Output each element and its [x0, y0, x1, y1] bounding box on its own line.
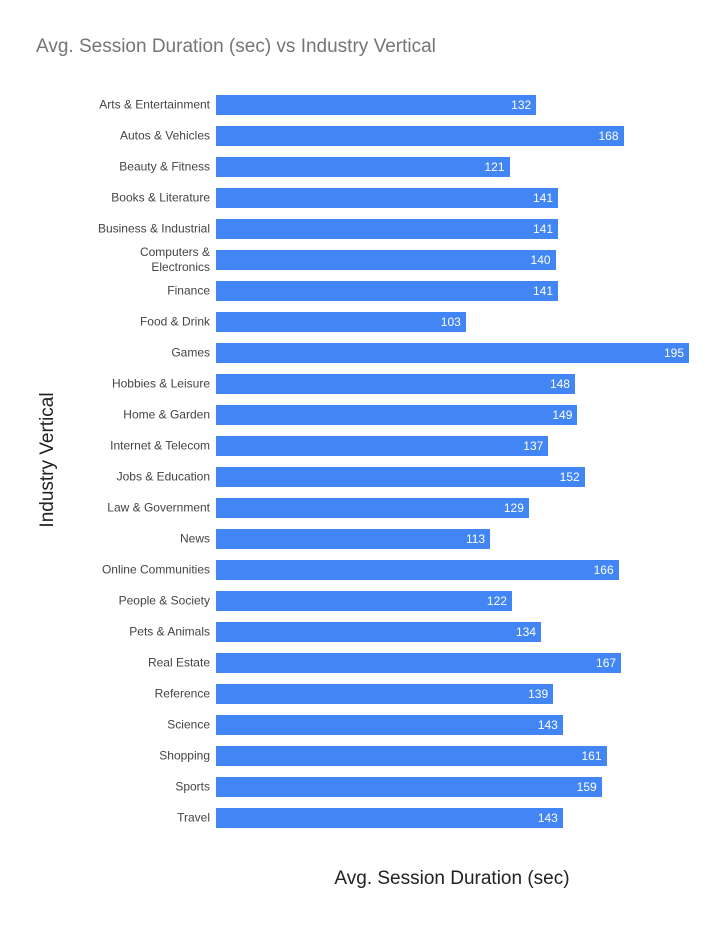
y-tick-label: Hobbies & Leisure	[111, 376, 210, 391]
bar	[216, 808, 563, 828]
bar	[216, 467, 585, 487]
data-label: 143	[537, 811, 558, 825]
y-tick-label: Travel	[177, 810, 210, 825]
bar	[216, 529, 491, 549]
data-label: 103	[440, 315, 461, 329]
x-axis-title: Avg. Session Duration (sec)	[334, 868, 570, 889]
data-label: 161	[581, 749, 602, 763]
data-label: 141	[532, 191, 553, 205]
y-tick-label: Reference	[154, 686, 210, 701]
bar	[216, 188, 558, 208]
chart-title: Avg. Session Duration (sec) vs Industry …	[36, 36, 436, 57]
data-label: 137	[523, 439, 544, 453]
bar	[216, 436, 549, 456]
bar	[216, 777, 602, 797]
data-label: 121	[484, 160, 505, 174]
data-label: 113	[465, 532, 486, 546]
y-tick-label: Pets & Animals	[129, 624, 210, 639]
bar	[216, 312, 466, 332]
data-label: 168	[598, 129, 619, 143]
data-label: 143	[537, 718, 558, 732]
bar	[216, 374, 575, 394]
y-axis-title: Industry Vertical	[37, 392, 58, 528]
bar	[216, 405, 578, 425]
y-tick-label: Books & Literature	[111, 190, 210, 205]
y-tick-label: News	[179, 531, 210, 546]
data-label: 159	[576, 780, 597, 794]
y-tick-label: Online Communities	[101, 562, 210, 577]
data-label: 141	[532, 284, 553, 298]
bar	[216, 157, 510, 177]
data-label: 149	[552, 408, 573, 422]
y-tick-label: Games	[171, 345, 210, 360]
data-label: 134	[516, 625, 537, 639]
bar	[216, 560, 619, 580]
y-tick-label: Business & Industrial	[97, 221, 210, 236]
bar	[216, 746, 607, 766]
y-tick-label: Shopping	[159, 748, 210, 763]
data-label: 140	[530, 253, 551, 267]
bar	[216, 219, 558, 239]
y-tick-label: Science	[167, 717, 210, 732]
data-label: 132	[511, 98, 532, 112]
data-label: 148	[549, 377, 570, 391]
y-tick-label: Finance	[167, 283, 210, 298]
data-label: 139	[528, 687, 549, 701]
y-tick-label: Law & Government	[107, 500, 210, 515]
y-tick-label: Real Estate	[147, 655, 210, 670]
data-label: 141	[532, 222, 553, 236]
data-label: 122	[486, 594, 507, 608]
y-tick-label: Internet & Telecom	[110, 438, 210, 453]
y-tick-label: Food & Drink	[139, 314, 210, 329]
bar	[216, 684, 554, 704]
y-tick-label: Home & Garden	[123, 407, 210, 422]
bar	[216, 343, 689, 363]
bar	[216, 498, 529, 518]
bar	[216, 95, 537, 115]
y-tick-label: Beauty & Fitness	[119, 159, 210, 174]
data-label: 129	[503, 501, 524, 515]
data-label: 167	[596, 656, 617, 670]
bar	[216, 715, 563, 735]
y-tick-label: Computers & Electronics	[139, 245, 210, 274]
bar	[216, 250, 556, 270]
data-label: 166	[593, 563, 614, 577]
y-tick-label: People & Society	[118, 593, 210, 608]
y-tick-label: Autos & Vehicles	[119, 128, 210, 143]
y-tick-label: Arts & Entertainment	[99, 97, 210, 112]
bar	[216, 591, 512, 611]
bar	[216, 281, 558, 301]
y-tick-label: Sports	[175, 779, 210, 794]
bar	[216, 622, 542, 642]
bar	[216, 653, 622, 673]
data-label: 152	[559, 470, 580, 484]
bar	[216, 126, 624, 146]
y-tick-label: Jobs & Education	[116, 469, 210, 484]
data-label: 195	[663, 346, 684, 360]
